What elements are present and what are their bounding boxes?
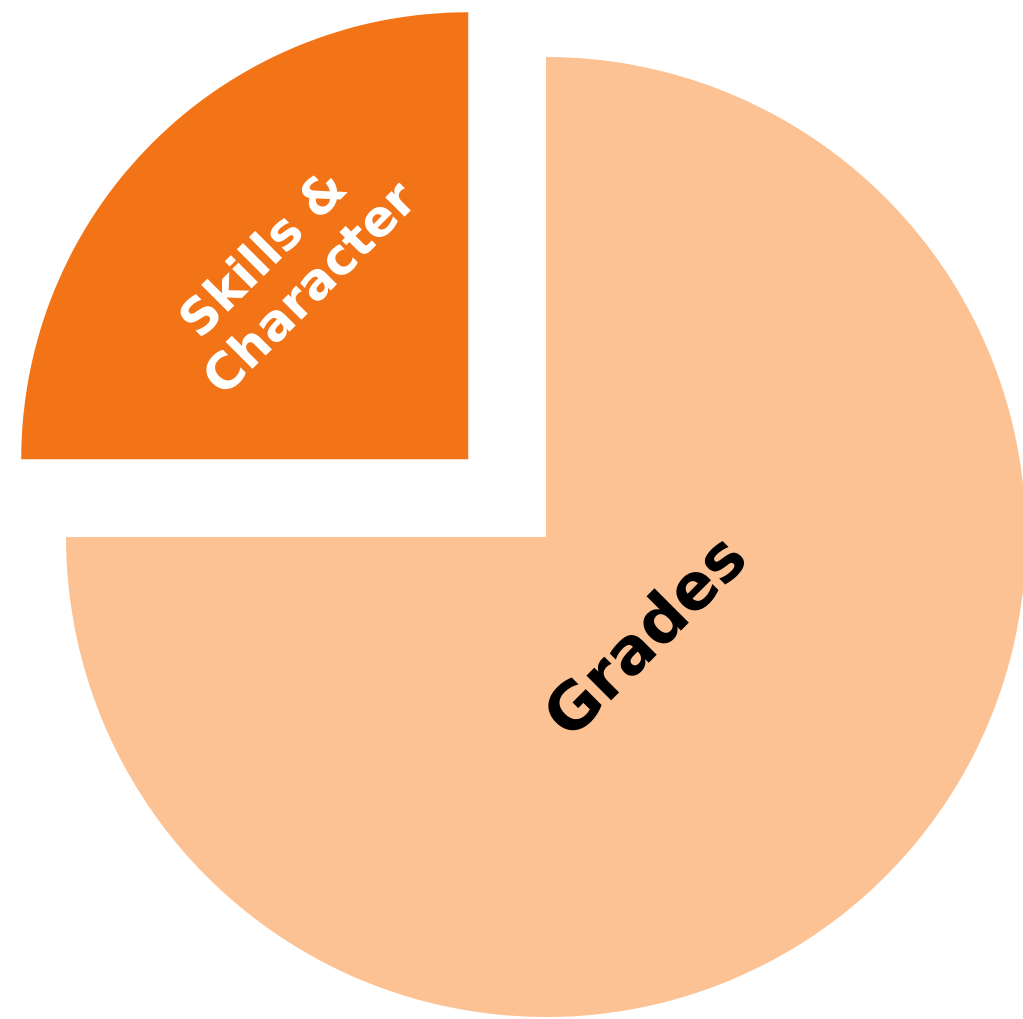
pie-slice	[21, 12, 469, 460]
pie-slice	[66, 57, 1023, 1017]
